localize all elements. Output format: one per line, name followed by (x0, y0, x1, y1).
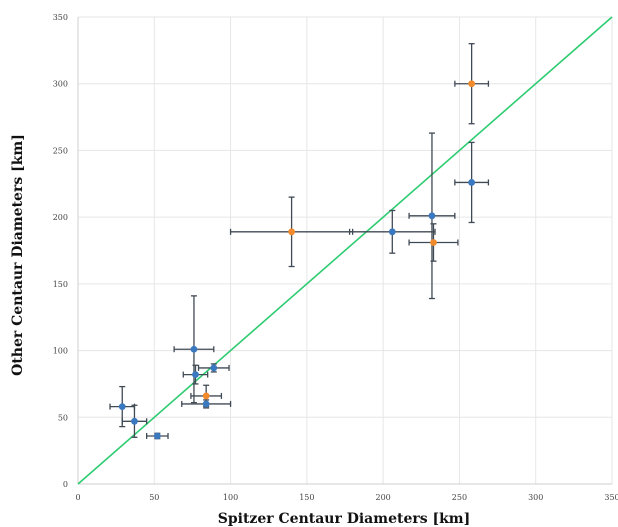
data-point (468, 179, 476, 186)
data-points (118, 80, 476, 440)
x-tick-label: 300 (528, 493, 543, 502)
x-tick-label: 200 (376, 493, 391, 502)
y-axis-title: Other Centaur Diameters [km] (10, 134, 26, 376)
data-point (428, 212, 436, 220)
data-point (192, 371, 199, 378)
x-tick-label: 350 (604, 493, 618, 502)
y-tick-label: 300 (53, 80, 68, 89)
axes (77, 17, 612, 485)
data-point (131, 417, 138, 425)
data-point (118, 403, 126, 411)
data-point (153, 432, 161, 440)
data-point (288, 228, 295, 236)
y-tick-label: 250 (53, 146, 68, 155)
x-tick-label: 50 (149, 493, 159, 502)
x-tick-label: 250 (452, 493, 467, 502)
y-tick-label: 150 (53, 280, 68, 289)
data-point (202, 392, 210, 400)
x-axis-title: Spitzer Centaur Diameters [km] (218, 511, 471, 527)
tick-labels: 0 50 100 150 200 250 300 350 0 50 100 150 200 250 300 3… (53, 13, 618, 502)
y-tick-label: 100 (53, 347, 68, 356)
y-tick-label: 0 (63, 480, 68, 489)
x-tick-label: 100 (223, 493, 238, 502)
x-tick-label: 0 (75, 493, 80, 502)
data-point (202, 400, 210, 408)
data-point (468, 80, 476, 88)
data-point (210, 364, 218, 372)
y-tick-label: 350 (53, 13, 68, 22)
data-point (388, 228, 396, 236)
error-bars (109, 43, 490, 440)
one-to-one-line (77, 16, 613, 485)
reference-line-layer (77, 16, 613, 485)
data-point (190, 345, 198, 353)
y-tick-label: 50 (58, 413, 68, 422)
y-tick-label: 200 (53, 213, 68, 222)
x-tick-label: 150 (299, 493, 314, 502)
data-point (430, 239, 437, 246)
gridlines (78, 16, 613, 484)
